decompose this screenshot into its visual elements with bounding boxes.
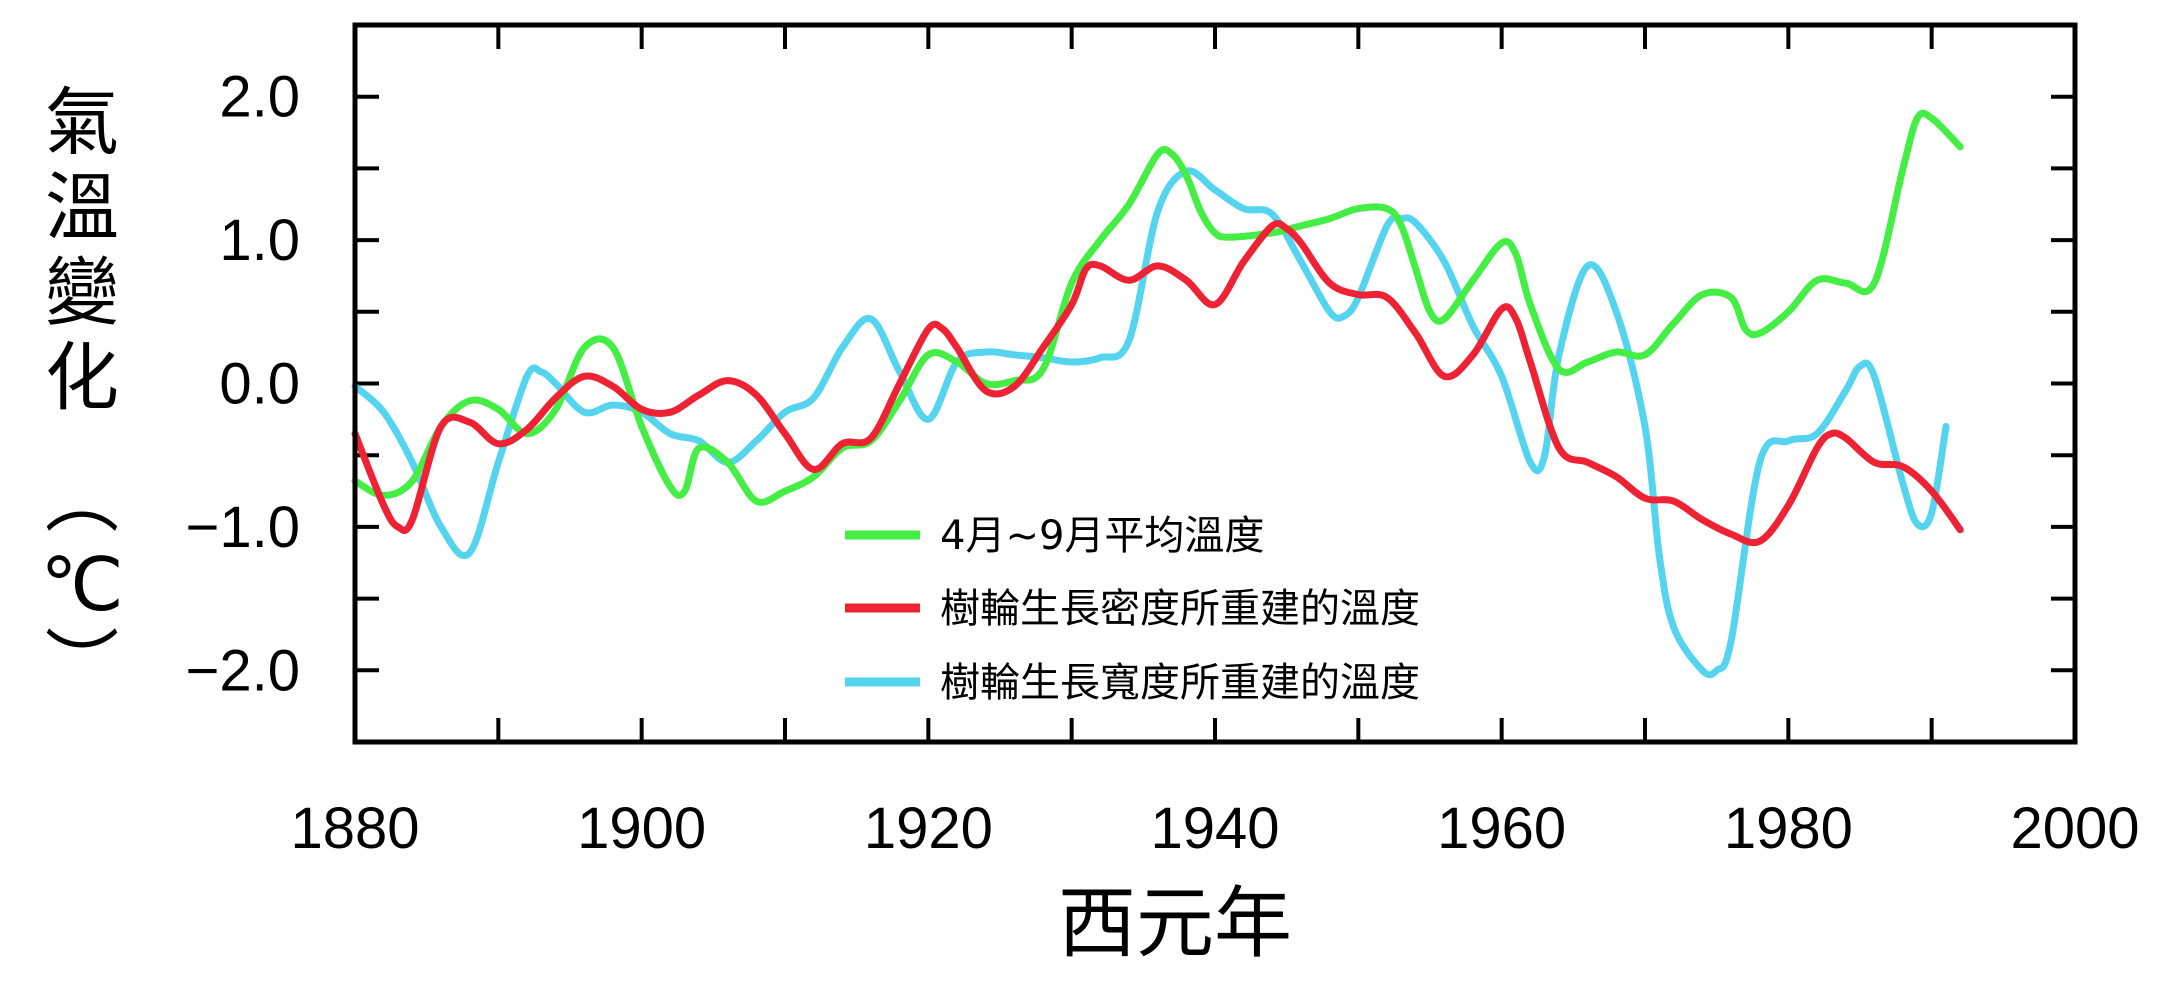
x-tick-label: 1900 xyxy=(577,796,706,861)
y-tick-labels: 2.0 1.0 0.0 −1.0 −2.0 xyxy=(186,65,301,704)
series-line-1 xyxy=(351,220,1964,547)
series-lines xyxy=(351,109,1964,679)
tick-marks xyxy=(355,25,2075,742)
legend-label: 樹輪生長寬度所重建的溫度 xyxy=(940,660,1420,706)
y-tick-label: 1.0 xyxy=(219,208,300,273)
legend-label: 4月~9月平均溫度 xyxy=(940,513,1264,559)
y-axis-title-char: ℃ xyxy=(40,542,123,628)
y-tick-label: 0.0 xyxy=(219,352,300,417)
y-tick-label: 2.0 xyxy=(219,65,300,130)
y-axis-title-char: 化 xyxy=(45,335,119,421)
legend-label: 樹輪生長密度所重建的溫度 xyxy=(940,586,1420,632)
x-tick-label: 1980 xyxy=(1724,796,1853,861)
x-tick-label: 1940 xyxy=(1150,796,1279,861)
y-axis-title-char: 溫 xyxy=(45,165,119,251)
plot-frame xyxy=(352,22,2078,745)
x-tick-labels: 1880 1900 1920 1940 1960 1980 2000 xyxy=(290,796,2139,861)
y-axis-title-char: 氣 xyxy=(45,80,119,166)
y-axis-title-char: 變 xyxy=(45,250,119,336)
x-tick-label: 1960 xyxy=(1437,796,1566,861)
y-tick-label: −1.0 xyxy=(186,495,301,560)
x-tick-label: 2000 xyxy=(2010,796,2139,861)
y-tick-label: −2.0 xyxy=(186,638,301,703)
series-line-0 xyxy=(351,109,1964,506)
y-axis-title-char: ︶ xyxy=(45,622,119,708)
y-axis-title-char: ︵ xyxy=(45,457,119,543)
x-tick-label: 1880 xyxy=(290,796,419,861)
x-tick-label: 1920 xyxy=(864,796,993,861)
x-axis-title: 西元年 xyxy=(1058,879,1292,969)
